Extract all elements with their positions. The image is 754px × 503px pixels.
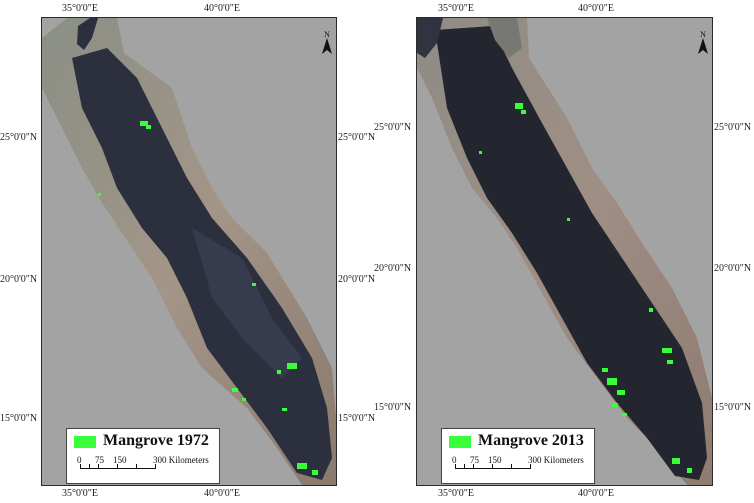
lat-right-label: 15°0'0"N <box>338 413 376 424</box>
lon-top-label: 35°0'0"E <box>62 3 98 14</box>
scale-bar: 0 75 150 300 Kilometers <box>77 455 277 481</box>
lat-left-label: 20°0'0"N <box>0 274 38 285</box>
legend-swatch <box>449 436 471 448</box>
lon-bottom-label: 35°0'0"E <box>438 488 474 499</box>
scale-bar: 0 75 150 300 Kilometers <box>452 455 652 481</box>
lat-right-label: 25°0'0"N <box>338 132 376 143</box>
lat-left-label: 15°0'0"N <box>0 413 38 424</box>
legend-label: Mangrove 1972 <box>103 432 209 449</box>
north-arrow-icon: N <box>319 30 335 58</box>
legend-swatch <box>74 436 96 448</box>
lon-top-label: 40°0'0"E <box>578 3 614 14</box>
mangrove-patches-1972 <box>98 121 318 475</box>
lon-bottom-label: 35°0'0"E <box>62 488 98 499</box>
lat-right-label: 25°0'0"N <box>714 122 752 133</box>
lon-bottom-label: 40°0'0"E <box>578 488 614 499</box>
lat-right-label: 15°0'0"N <box>714 402 752 413</box>
legend-label: Mangrove 2013 <box>478 432 584 449</box>
map-frame-1972: N Mangrove 1972 0 75 150 300 Kilometers <box>41 17 337 486</box>
lon-top-label: 40°0'0"E <box>204 3 240 14</box>
lon-bottom-label: 40°0'0"E <box>204 488 240 499</box>
lat-left-label: 25°0'0"N <box>374 122 412 133</box>
mangrove-patches-2013 <box>479 103 692 473</box>
red-sea-water <box>72 48 332 480</box>
legend-2013: Mangrove 2013 0 75 150 300 Kilometers <box>441 428 595 484</box>
lat-right-label: 20°0'0"N <box>714 263 752 274</box>
legend-1972: Mangrove 1972 0 75 150 300 Kilometers <box>66 428 220 484</box>
lat-right-label: 20°0'0"N <box>338 274 376 285</box>
map-frame-2013: N Mangrove 2013 0 75 150 300 Kilometers <box>416 17 713 486</box>
lat-left-label: 20°0'0"N <box>374 263 412 274</box>
lat-left-label: 25°0'0"N <box>0 132 38 143</box>
lat-left-label: 15°0'0"N <box>374 402 412 413</box>
red-sea-water <box>435 26 707 480</box>
lon-top-label: 35°0'0"E <box>438 3 474 14</box>
north-arrow-icon: N <box>695 30 711 58</box>
satellite-image-1972 <box>42 18 336 485</box>
satellite-image-2013 <box>417 18 712 485</box>
